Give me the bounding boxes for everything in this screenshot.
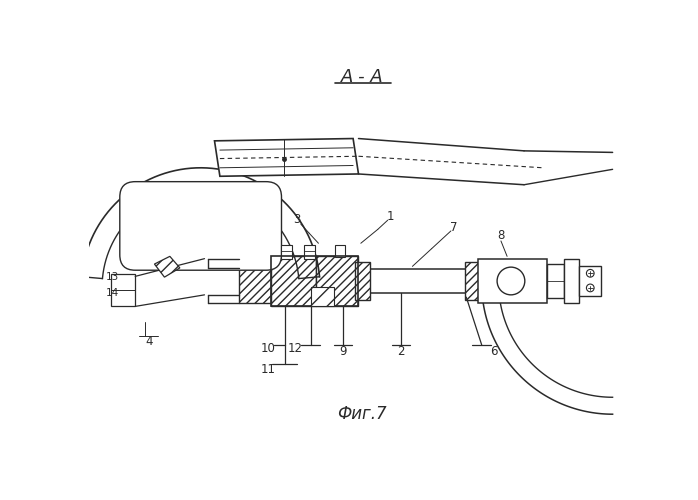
Polygon shape xyxy=(154,256,180,277)
FancyBboxPatch shape xyxy=(120,182,281,270)
Circle shape xyxy=(497,267,525,295)
Bar xyxy=(110,274,135,306)
Text: 8: 8 xyxy=(497,229,505,242)
Text: 1: 1 xyxy=(387,210,394,223)
Circle shape xyxy=(586,270,594,277)
Polygon shape xyxy=(214,138,359,176)
Text: 4: 4 xyxy=(145,334,153,347)
Text: А - А: А - А xyxy=(341,68,384,86)
Bar xyxy=(336,245,345,257)
Text: 12: 12 xyxy=(288,342,303,355)
Bar xyxy=(579,266,601,296)
Text: 3: 3 xyxy=(293,213,301,226)
Text: 7: 7 xyxy=(450,220,458,234)
Text: 2: 2 xyxy=(397,344,405,358)
Bar xyxy=(316,256,359,306)
Bar xyxy=(359,268,466,292)
Bar xyxy=(355,262,370,300)
Circle shape xyxy=(586,284,594,292)
Bar xyxy=(564,258,579,304)
Text: 9: 9 xyxy=(339,344,347,358)
Text: 13: 13 xyxy=(106,272,119,282)
Bar xyxy=(311,287,334,306)
Text: Фиг.7: Фиг.7 xyxy=(338,405,387,423)
Text: 11: 11 xyxy=(261,363,276,376)
Bar xyxy=(239,258,272,304)
Text: 10: 10 xyxy=(261,342,276,355)
Text: 6: 6 xyxy=(490,344,498,358)
Bar xyxy=(304,245,315,258)
Bar xyxy=(478,258,547,304)
Bar xyxy=(272,256,316,306)
Bar xyxy=(465,262,479,300)
Bar xyxy=(281,245,292,258)
Bar xyxy=(547,264,564,298)
Bar xyxy=(272,256,359,306)
Text: 14: 14 xyxy=(106,288,119,298)
